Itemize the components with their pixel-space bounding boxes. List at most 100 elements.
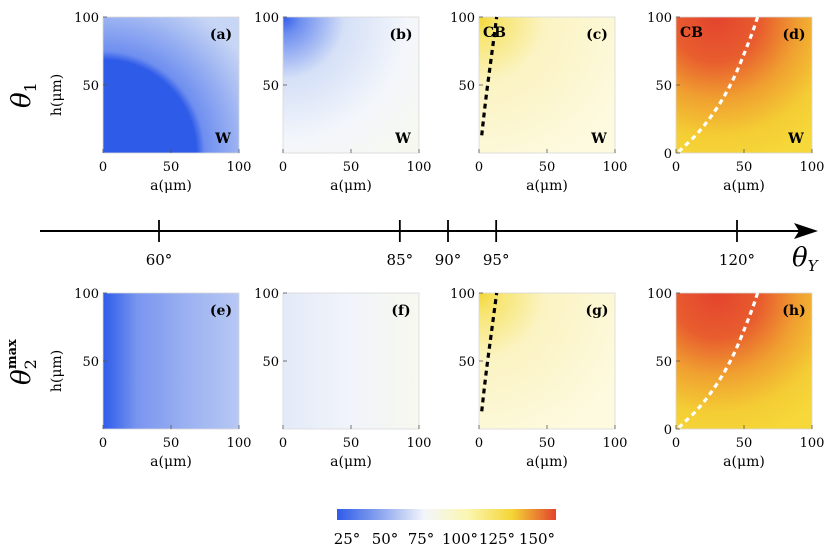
panel-label: (h) bbox=[782, 303, 805, 319]
x-tick-label: 50 bbox=[343, 160, 360, 175]
y-axis-label: h(μm) bbox=[49, 350, 65, 392]
x-tick-label: 0 bbox=[672, 436, 680, 451]
y-tick-label: 50 bbox=[655, 355, 672, 370]
panel-f: (f) 0 50 100 100 50 a(μm) bbox=[254, 287, 431, 470]
x-axis-label: a(μm) bbox=[723, 178, 765, 194]
theta-tick-label: 85° bbox=[387, 251, 414, 269]
theta-axis-arrowhead bbox=[794, 223, 818, 239]
y-tick-label: 50 bbox=[82, 79, 99, 94]
x-axis-label: a(μm) bbox=[526, 454, 568, 470]
y-tick-label: 50 bbox=[262, 355, 279, 370]
x-tick-label: 100 bbox=[603, 436, 628, 451]
row-label-theta1: θ1 bbox=[7, 82, 40, 108]
y-tick-label: 0 bbox=[664, 147, 672, 162]
y-axis-label: h(μm) bbox=[49, 74, 65, 116]
x-tick-label: 100 bbox=[800, 436, 825, 451]
panel-h: (h) 0 50 100 100 50 0 a(μm) bbox=[647, 287, 824, 470]
colorbar-tick-label: 25° bbox=[334, 530, 361, 548]
heatmap-f bbox=[282, 292, 420, 430]
x-tick-label: 100 bbox=[227, 436, 252, 451]
y-tick-label: 50 bbox=[458, 79, 475, 94]
y-tick-label: 50 bbox=[458, 355, 475, 370]
x-tick-label: 0 bbox=[475, 160, 483, 175]
x-tick-label: 50 bbox=[163, 160, 180, 175]
x-axis-label: a(μm) bbox=[330, 454, 372, 470]
y-tick-label: 100 bbox=[647, 287, 672, 302]
panel-label: (a) bbox=[210, 27, 232, 43]
x-tick-label: 0 bbox=[279, 160, 287, 175]
colorbar-tick-label: 150° bbox=[519, 530, 555, 548]
y-tick-label: 100 bbox=[74, 11, 99, 26]
boundary-curve bbox=[480, 292, 499, 412]
panels: (a) W 0 50 100 100 50 a(μm) h(μm) (b) W 0 50 100 100 50… bbox=[49, 11, 824, 470]
region-label-w: W bbox=[394, 131, 411, 147]
region-label-w: W bbox=[590, 131, 607, 147]
x-axis-label: a(μm) bbox=[150, 178, 192, 194]
y-tick-label: 100 bbox=[254, 11, 279, 26]
theta-y-axis: θY 60° 85° 90° 95° 120° bbox=[40, 220, 820, 275]
y-tick-label: 50 bbox=[262, 79, 279, 94]
x-axis-label: a(μm) bbox=[526, 178, 568, 194]
x-tick-label: 50 bbox=[736, 436, 753, 451]
panel-d: (d) CB W 0 50 100 100 50 0 a(μm) bbox=[647, 11, 824, 194]
panel-label: (c) bbox=[586, 27, 608, 43]
x-tick-label: 50 bbox=[163, 436, 180, 451]
panel-c: (c) CB W 0 50 100 100 50 a(μm) bbox=[450, 11, 627, 194]
panel-label: (d) bbox=[782, 27, 805, 43]
colorbar-tick-label: 100° bbox=[442, 530, 478, 548]
y-tick-label: 0 bbox=[664, 423, 672, 438]
y-tick-label: 100 bbox=[450, 11, 475, 26]
x-tick-label: 100 bbox=[407, 436, 432, 451]
x-tick-label: 0 bbox=[99, 160, 107, 175]
colorbar-gradient bbox=[337, 509, 556, 520]
y-tick-label: 50 bbox=[82, 355, 99, 370]
colorbar: 25° 50° 75° 100° 125° 150° bbox=[334, 509, 556, 548]
panel-b: (b) W 0 50 100 100 50 a(μm) bbox=[254, 11, 431, 194]
region-label-cb: CB bbox=[483, 25, 506, 41]
panel-label: (b) bbox=[389, 27, 412, 43]
boundary-curve bbox=[677, 292, 760, 429]
region-label-w: W bbox=[787, 131, 804, 147]
colorbar-tick-label: 75° bbox=[408, 530, 435, 548]
theta-tick-label: 120° bbox=[719, 251, 755, 269]
boundary-curve bbox=[480, 16, 499, 136]
theta-tick-label: 60° bbox=[146, 251, 173, 269]
x-tick-label: 100 bbox=[603, 160, 628, 175]
panel-label: (g) bbox=[585, 303, 608, 319]
colorbar-tick-label: 50° bbox=[372, 530, 399, 548]
panel-label: (f) bbox=[391, 303, 410, 319]
x-tick-label: 100 bbox=[800, 160, 825, 175]
panel-e: (e) 0 50 100 100 50 a(μm) h(μm) bbox=[49, 287, 251, 470]
x-axis-label: a(μm) bbox=[330, 178, 372, 194]
x-tick-label: 100 bbox=[227, 160, 252, 175]
x-tick-label: 0 bbox=[279, 436, 287, 451]
x-tick-label: 0 bbox=[99, 436, 107, 451]
x-axis-label: a(μm) bbox=[723, 454, 765, 470]
y-tick-label: 100 bbox=[254, 287, 279, 302]
x-tick-label: 50 bbox=[343, 436, 360, 451]
x-tick-label: 100 bbox=[407, 160, 432, 175]
heatmap-g bbox=[478, 292, 616, 430]
row-label-theta2max: θ2max bbox=[5, 339, 40, 385]
x-tick-label: 50 bbox=[539, 160, 556, 175]
theta-tick-label: 95° bbox=[483, 251, 510, 269]
colorbar-tick-label: 125° bbox=[479, 530, 515, 548]
region-label-cb: CB bbox=[680, 25, 703, 41]
theta-tick-label: 90° bbox=[435, 251, 462, 269]
x-tick-label: 50 bbox=[736, 160, 753, 175]
theta-axis-label: θY bbox=[792, 243, 820, 275]
boundary-curve bbox=[677, 16, 760, 153]
y-tick-label: 100 bbox=[647, 11, 672, 26]
heatmap-a bbox=[102, 16, 240, 154]
y-tick-label: 100 bbox=[450, 287, 475, 302]
x-tick-label: 0 bbox=[672, 160, 680, 175]
panel-a: (a) W 0 50 100 100 50 a(μm) h(μm) bbox=[49, 11, 251, 194]
y-tick-label: 50 bbox=[655, 79, 672, 94]
y-tick-label: 100 bbox=[74, 287, 99, 302]
x-axis-label: a(μm) bbox=[150, 454, 192, 470]
panel-g: (g) 0 50 100 100 50 a(μm) bbox=[450, 287, 627, 470]
region-label-w: W bbox=[214, 131, 231, 147]
x-tick-label: 0 bbox=[475, 436, 483, 451]
heatmap-e bbox=[102, 292, 240, 430]
